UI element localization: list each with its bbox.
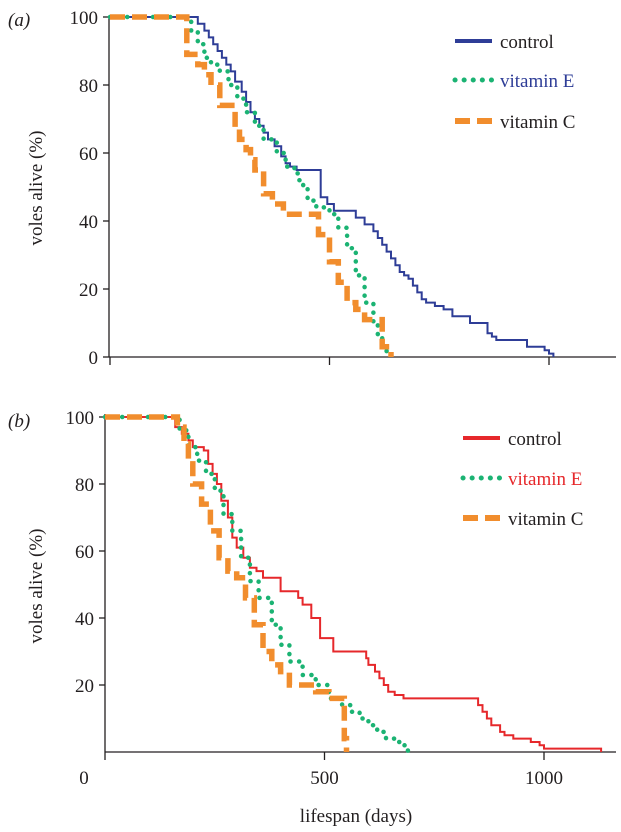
panel-a-series-lines [107, 14, 555, 360]
panel-b-y-ticks: 20 40 60 80 100 [66, 408, 105, 697]
legend-label-vitamin-c: vitamin C [500, 112, 575, 133]
series-line-vitamin-e [102, 414, 411, 755]
x-axis-title: lifespan (days) [300, 806, 412, 827]
legend-label-control: control [508, 429, 562, 450]
panel-a: (a) voles alive (%) 0 20 40 60 80 100 control… [8, 8, 616, 369]
panel-b-x-ticks: 500 1000 [104, 752, 563, 789]
series-line-control [105, 416, 603, 752]
series-line-vitamin-c [110, 14, 394, 357]
panel-b-ylabel: voles alive (%) [26, 528, 47, 643]
panel-a-legend: control vitamin E vitamin C [452, 32, 575, 133]
series-line-vitamin-c [105, 414, 350, 752]
panel-a-ylabel: voles alive (%) [26, 130, 47, 245]
panel-a-label: (a) [8, 10, 30, 31]
legend-label-vitamin-c: vitamin C [508, 509, 583, 530]
panel-a-y-ticks: 0 20 40 60 80 100 [70, 8, 109, 369]
panel-b-series-lines [102, 414, 603, 755]
series-line-control [110, 16, 555, 357]
y-tick-label-100: 100 [70, 8, 99, 29]
x-tick-label-500: 500 [310, 768, 339, 789]
series-line-vitamin-e [107, 14, 389, 360]
y-tick-label-20: 20 [75, 676, 94, 697]
panel-b-legend: control vitamin E vitamin C [460, 429, 583, 530]
y-tick-label-40: 40 [79, 212, 98, 233]
legend-label-vitamin-e: vitamin E [500, 71, 574, 92]
y-tick-label-80: 80 [79, 76, 98, 97]
y-tick-label-60: 60 [79, 144, 98, 165]
y-tick-label-80: 80 [75, 475, 94, 496]
panel-b-label: (b) [8, 411, 30, 432]
panel-a-x-ticks [109, 357, 550, 365]
legend-label-vitamin-e: vitamin E [508, 469, 582, 490]
x-tick-label-1000: 1000 [525, 768, 563, 789]
y-tick-label-20: 20 [79, 280, 98, 301]
y-tick-label-60: 60 [75, 542, 94, 563]
y-tick-label-40: 40 [75, 609, 94, 630]
y-tick-label-0: 0 [89, 348, 99, 369]
panel-b: (b) voles alive (%) 0 20 40 60 80 100 500 100… [8, 408, 616, 827]
legend-label-control: control [500, 32, 554, 53]
y-tick-label-100: 100 [66, 408, 95, 429]
x-origin-label: 0 [79, 768, 89, 789]
